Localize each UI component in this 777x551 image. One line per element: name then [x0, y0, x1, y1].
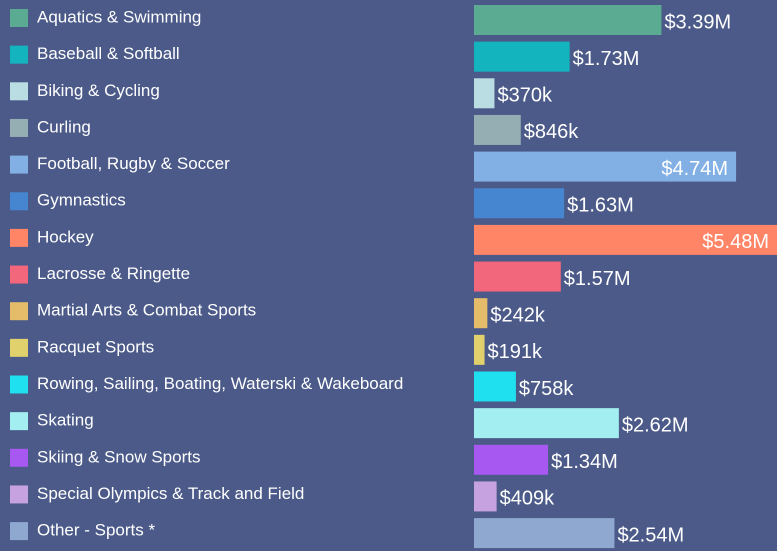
- bar: [474, 78, 495, 109]
- legend-swatch: [10, 448, 28, 467]
- value-label: $1.63M: [567, 195, 634, 217]
- legend-label: Skiing & Snow Sports: [37, 447, 200, 466]
- legend-swatch: [10, 118, 28, 137]
- legend-label: Biking & Cycling: [37, 81, 160, 100]
- bar: [474, 188, 565, 219]
- legend-swatch: [10, 412, 28, 431]
- legend-swatch: [10, 522, 28, 541]
- legend-swatch: [10, 9, 28, 27]
- legend-label: Martial Arts & Combat Sports: [37, 301, 256, 320]
- bar: [474, 114, 521, 145]
- legend-swatch: [10, 485, 28, 504]
- bar: [474, 261, 561, 292]
- bar: [474, 5, 662, 35]
- value-label: $370k: [497, 85, 552, 107]
- bar: [474, 41, 570, 72]
- bar: [474, 334, 485, 365]
- legend-label: Rowing, Sailing, Boating, Waterski & Wak…: [37, 374, 403, 393]
- value-label: $3.39M: [664, 11, 731, 33]
- value-label: $191k: [488, 341, 543, 363]
- legend-swatch: [10, 265, 28, 284]
- value-label: $1.34M: [551, 451, 618, 473]
- value-label: $846k: [524, 121, 579, 143]
- legend-label: Racquet Sports: [37, 337, 154, 356]
- legend-label: Curling: [37, 117, 91, 136]
- legend-label: Hockey: [37, 227, 94, 246]
- value-label: $242k: [490, 304, 545, 326]
- legend-swatch: [10, 228, 28, 247]
- value-label: $2.54M: [617, 524, 684, 546]
- legend-label: Gymnastics: [37, 191, 126, 210]
- bar: [474, 224, 777, 255]
- legend-label: Lacrosse & Ringette: [37, 264, 190, 283]
- legend-label: Special Olympics & Track and Field: [37, 484, 304, 503]
- legend-swatch: [10, 192, 28, 211]
- legend-label: Baseball & Softball: [37, 44, 180, 63]
- legend-swatch: [10, 375, 28, 394]
- legend-label: Skating: [37, 411, 94, 430]
- value-label: $1.57M: [564, 268, 631, 290]
- legend-label: Aquatics & Swimming: [37, 7, 201, 26]
- bar: [474, 408, 619, 439]
- legend-swatch: [10, 82, 28, 101]
- value-label: $1.73M: [573, 48, 640, 70]
- bar: [474, 481, 497, 512]
- bar: [474, 518, 615, 549]
- legend-swatch: [10, 155, 28, 174]
- bar: [474, 298, 488, 329]
- legend-label: Other - Sports *: [37, 521, 155, 540]
- legend-swatch: [10, 338, 28, 357]
- bar: [474, 444, 549, 475]
- value-label: $4.74M: [661, 158, 728, 180]
- legend-label: Football, Rugby & Soccer: [37, 154, 230, 173]
- legend-swatch: [10, 45, 28, 64]
- value-label: $409k: [500, 488, 555, 510]
- legend-swatch: [10, 302, 28, 321]
- bar: [474, 371, 516, 402]
- value-label: $5.48M: [702, 231, 769, 253]
- value-label: $758k: [519, 378, 574, 400]
- value-label: $2.62M: [622, 414, 689, 436]
- bar: [474, 151, 737, 182]
